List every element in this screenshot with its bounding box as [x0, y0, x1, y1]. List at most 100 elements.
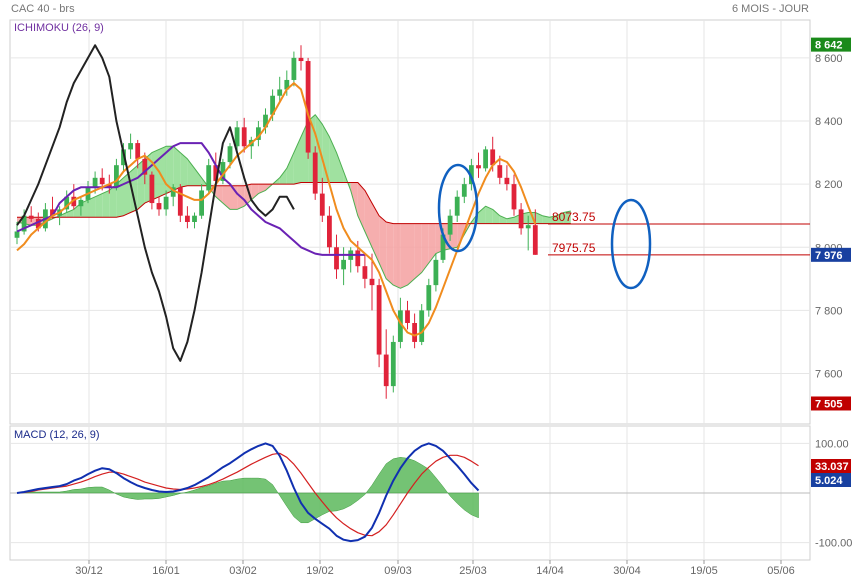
x-tick-label: 14/04 — [536, 565, 564, 577]
candle-up — [461, 184, 467, 197]
kumo-bear-segment — [372, 203, 380, 264]
x-tick-label: 25/03 — [459, 565, 487, 577]
senkou-span-b-line — [17, 182, 571, 225]
x-tick-label: 09/03 — [384, 565, 412, 577]
candle-down — [99, 177, 105, 185]
kumo-bear-segment — [400, 223, 408, 289]
chart-period-label[interactable]: 6 MOIS - JOUR — [731, 3, 809, 15]
kumo-bear-segment — [350, 182, 358, 216]
candle-down — [383, 354, 389, 387]
candle-up — [220, 162, 226, 181]
kumo-bull-segment — [542, 215, 550, 224]
macd-badge-label: 5.024 — [815, 475, 843, 487]
candle-down — [28, 215, 34, 219]
y-tick-label: 8 600 — [815, 53, 843, 65]
candle-up — [14, 231, 20, 238]
x-tick-label: 30/04 — [613, 565, 641, 577]
macd-badge-label: 33.037 — [815, 461, 849, 473]
kumo-bull-segment — [95, 193, 103, 218]
x-tick-label: 03/02 — [229, 565, 257, 577]
price-badge-label: 7 976 — [815, 250, 843, 262]
candle-up — [454, 196, 460, 216]
candle-up — [398, 310, 403, 342]
candle-up — [419, 310, 425, 342]
kumo-bear-segment — [428, 223, 436, 264]
kumo-bull-segment — [180, 152, 188, 188]
kumo-bull-segment — [499, 215, 507, 224]
y-tick-label: 7 800 — [815, 305, 843, 317]
kumo-bear-segment — [386, 222, 394, 286]
x-tick-label: 19/05 — [690, 565, 718, 577]
candle-down — [35, 218, 41, 229]
candle-up — [227, 146, 233, 163]
candle-down — [362, 266, 368, 279]
candle-down — [71, 196, 77, 207]
kumo-bull-segment — [194, 168, 202, 186]
kumo-bull-segment — [329, 136, 337, 183]
candle-down — [50, 209, 55, 216]
ichimoku-panel-frame — [9, 19, 811, 425]
x-tick-label: 16/01 — [152, 565, 180, 577]
candle-up — [440, 234, 446, 260]
candle-down — [305, 61, 311, 153]
ichimoku-title: ICHIMOKU (26, 9) — [14, 22, 104, 34]
kumo-bull-segment — [130, 165, 138, 213]
candle-down — [185, 215, 190, 222]
y-tick-label: 8 400 — [815, 116, 843, 128]
candle-down — [327, 215, 332, 248]
macd-line — [16, 442, 480, 543]
kumo-bear-segment — [379, 215, 387, 279]
y-tick-label: 8 200 — [815, 179, 843, 191]
kumo-bear-segment — [407, 223, 415, 286]
candle-up — [64, 196, 70, 210]
candle-up — [291, 57, 297, 80]
kumo-bull-segment — [73, 203, 81, 218]
annotation-circle — [437, 163, 479, 253]
kumo-cloud — [17, 114, 571, 289]
x-tick-label: 05/06 — [767, 565, 795, 577]
candle-down — [106, 184, 112, 188]
kumo-bull-segment — [187, 158, 195, 186]
candle-down — [405, 310, 410, 323]
macd-histogram — [16, 457, 479, 524]
macd-signal-line — [16, 452, 479, 537]
reference-line-label: 7975.75 — [552, 241, 596, 255]
macd-y-tick-label: -100.00 — [815, 538, 852, 550]
candle-down — [490, 149, 496, 166]
candle-up — [433, 259, 439, 286]
candle-down — [319, 193, 325, 216]
kumo-bear-segment — [414, 223, 422, 279]
candle-down — [241, 127, 247, 147]
candle-up — [21, 215, 27, 232]
candle-down — [376, 285, 382, 355]
kumo-bull-segment — [286, 152, 294, 185]
kumo-bear-segment — [258, 184, 266, 194]
kumo-bull-segment — [336, 152, 344, 183]
candle-down — [312, 152, 318, 194]
reference-line-label: 8073.75 — [552, 210, 596, 224]
macd-y-tick-label: 100.00 — [815, 438, 849, 450]
kumo-bull-segment — [88, 196, 96, 218]
candle-down — [355, 250, 361, 267]
kumo-bear-segment — [393, 223, 401, 289]
annotation-circle — [610, 198, 652, 290]
candle-up — [121, 149, 126, 166]
chikou-span-line — [16, 44, 295, 362]
candle-down — [213, 165, 219, 181]
candle-down — [334, 247, 339, 270]
chart-instrument-title: CAC 40 - brs — [11, 3, 75, 15]
macd-badge-bg — [811, 459, 851, 473]
candle-down — [412, 323, 417, 342]
kumo-bull-segment — [478, 206, 486, 224]
kumo-bull-segment — [173, 146, 181, 191]
candle-up — [284, 79, 290, 90]
candle-down — [135, 143, 141, 159]
price-badge-label: 8 642 — [815, 40, 843, 52]
kumo-bear-segment — [251, 184, 259, 200]
kumo-bear-segment — [215, 185, 223, 204]
kumo-bull-segment — [102, 190, 110, 218]
kumo-bear-segment — [457, 223, 465, 248]
candle-up — [263, 114, 268, 128]
kumo-bear-segment — [421, 223, 429, 273]
